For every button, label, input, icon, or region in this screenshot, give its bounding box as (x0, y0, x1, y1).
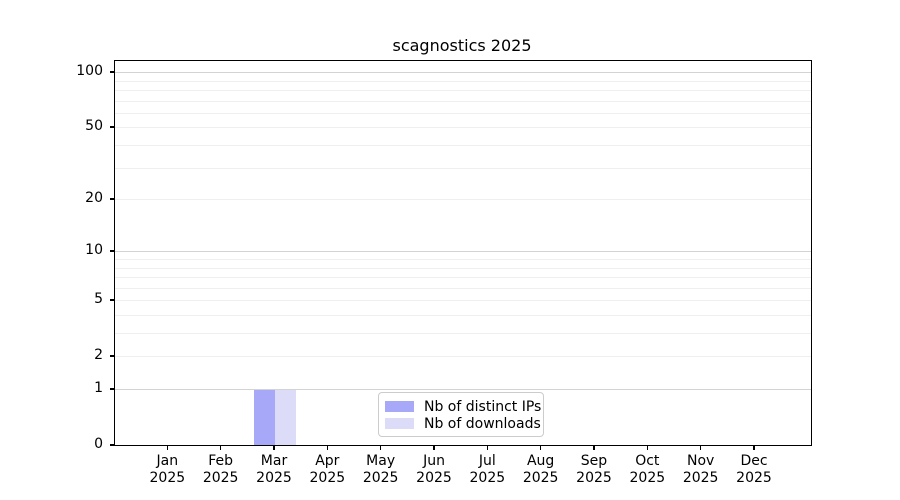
bar (275, 389, 297, 445)
y-tick (110, 355, 114, 357)
y-gridline-major (115, 251, 811, 253)
y-gridline-minor (115, 127, 811, 129)
y-tick-label: 1 (94, 380, 103, 396)
y-tick-label: 10 (85, 242, 103, 259)
x-tick-label: Jun 2025 (416, 453, 452, 486)
x-tick (753, 445, 755, 450)
y-gridline-major (115, 389, 811, 390)
legend-label: Nb of distinct IPs (424, 398, 542, 415)
x-tick-label: May 2025 (362, 453, 399, 486)
x-tick (593, 445, 595, 450)
y-tick-label: 5 (94, 291, 103, 308)
x-tick-label: Mar 2025 (256, 453, 292, 486)
x-tick-label: Apr 2025 (309, 453, 346, 486)
legend-swatch (385, 401, 414, 412)
x-tick (273, 445, 275, 450)
x-tick (699, 445, 702, 450)
y-tick-label: 20 (85, 190, 103, 207)
legend-row: Nb of downloads (385, 415, 541, 432)
y-gridline-minor (115, 356, 811, 358)
x-tick-label: Feb 2025 (202, 453, 239, 486)
y-tick (110, 444, 114, 446)
legend-swatch (385, 418, 414, 429)
x-tick-label: Dec 2025 (736, 453, 772, 486)
x-tick-label: Nov 2025 (682, 453, 719, 486)
legend: Nb of distinct IPs Nb of downloads (378, 392, 544, 437)
y-gridline-minor (115, 90, 811, 91)
x-tick-label: Aug 2025 (522, 453, 559, 486)
y-gridline-minor (115, 145, 811, 146)
x-tick-label: Jul 2025 (469, 453, 506, 486)
x-tick (166, 445, 169, 450)
y-gridline-minor (115, 314, 811, 316)
y-tick-label: 100 (76, 63, 103, 80)
y-gridline-minor (115, 258, 811, 260)
y-gridline-minor (115, 277, 811, 279)
y-tick (110, 250, 114, 252)
y-tick-label: 2 (94, 347, 103, 364)
x-tick (379, 445, 382, 450)
x-tick-label: Jan 2025 (149, 453, 186, 486)
x-tick (219, 445, 222, 450)
y-gridline-minor (115, 333, 811, 334)
y-gridline-minor (115, 267, 811, 269)
y-gridline-minor (115, 300, 811, 302)
y-tick (110, 71, 114, 73)
y-gridline-minor (115, 112, 811, 114)
y-gridline-minor (115, 80, 811, 82)
y-tick (110, 198, 114, 200)
y-tick (110, 126, 114, 128)
plot-area (114, 60, 812, 446)
legend-row: Nb of distinct IPs (385, 398, 541, 415)
x-tick (326, 445, 329, 450)
y-gridline-major (115, 72, 811, 74)
x-tick (646, 445, 649, 450)
x-tick (486, 445, 489, 450)
x-tick (539, 445, 542, 450)
y-gridline-minor (115, 167, 811, 169)
y-gridline-minor (115, 287, 811, 289)
y-tick (110, 299, 114, 301)
y-tick-label: 0 (94, 436, 103, 452)
y-gridline-minor (115, 100, 811, 102)
bar (253, 389, 275, 445)
chart-title: scagnostics 2025 (392, 36, 532, 55)
x-tick-label: Oct 2025 (629, 453, 666, 486)
legend-label: Nb of downloads (424, 415, 541, 432)
y-tick (110, 388, 114, 390)
y-gridline-minor (115, 199, 811, 201)
y-tick-label: 50 (85, 118, 103, 135)
x-tick-label: Sep 2025 (576, 453, 612, 486)
x-tick (433, 445, 435, 450)
